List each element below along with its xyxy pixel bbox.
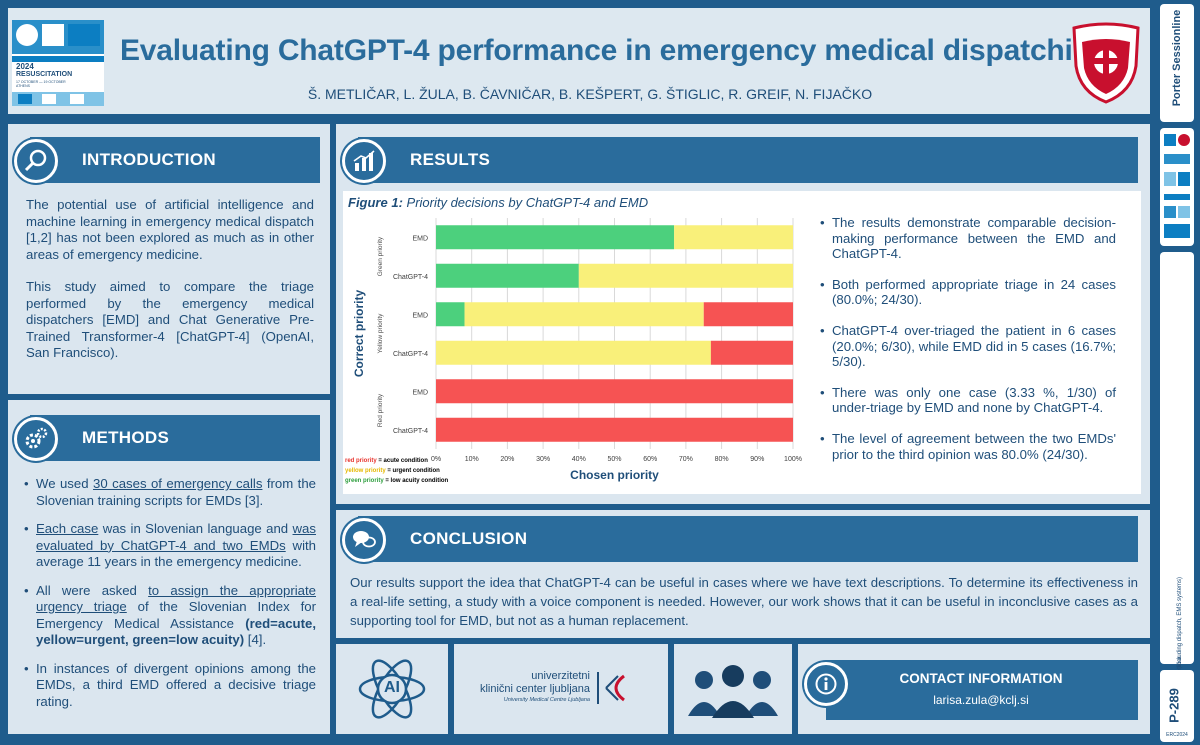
bar-segment-green <box>436 225 675 250</box>
results-list: The results demonstrate comparable decis… <box>820 215 1116 474</box>
congress-graphic-strip <box>1160 128 1194 246</box>
results-bullet-5: The level of agreement between the two E… <box>820 431 1116 462</box>
bar-segment-red <box>703 302 793 327</box>
group-label: Yellow priority <box>377 313 384 354</box>
logo-place: ATHENS <box>16 84 30 88</box>
x-tick-label: 90% <box>750 456 764 463</box>
ukc-sub: University Medical Centre Ljubljana <box>503 697 590 703</box>
bar-segment-yellow <box>436 340 711 365</box>
conference-id: ERC2024 <box>1166 732 1188 738</box>
bar-segment-green <box>436 263 579 288</box>
results-heading-bar: RESULTS <box>358 137 1138 183</box>
ukc-name-2: klinični center ljubljana <box>479 683 590 695</box>
conclusion-text: Our results support the idea that ChatGP… <box>350 575 1138 628</box>
poster-title: Evaluating ChatGPT-4 performance in emer… <box>120 34 1109 67</box>
contact-box <box>826 660 1138 720</box>
bar-segment-red <box>710 340 793 365</box>
group-label: Red priority <box>377 393 384 427</box>
methods-bullet-3: All were asked to assign the appropriate… <box>24 583 316 649</box>
info-icon <box>804 662 848 706</box>
poster-id-strip: P-289 ERC2024 <box>1160 670 1194 742</box>
ukc-name-1: univerzitetni <box>531 670 590 682</box>
category-label: EMD <box>412 235 428 242</box>
methods-heading-bar: METHODS <box>30 415 320 461</box>
contact-email[interactable]: larisa.zula@kclj.si <box>933 693 1029 707</box>
methods-heading: METHODS <box>82 428 170 447</box>
introduction-heading-bar: INTRODUCTION <box>30 137 320 183</box>
legend-entry: yellow priority = urgent condition <box>345 468 440 474</box>
x-axis-title: Chosen priority <box>570 468 659 482</box>
priority-chart: 0% 10% 20% 30% 40% 50% 60% 70% 80% 90% 100% EMD Chat… <box>345 218 802 484</box>
bar-segment-yellow <box>674 225 793 250</box>
introduction-heading: INTRODUCTION <box>82 150 216 169</box>
porter-brand-strip: Porter Sessionline <box>1160 4 1194 122</box>
logo-year: 2024 <box>16 62 34 71</box>
x-tick-label: 10% <box>465 456 479 463</box>
dispatch-service-shield-logo <box>1070 22 1142 104</box>
results-bullet-2: Both performed appropriate triage in 24 … <box>820 277 1116 308</box>
category-label: ChatGPT-4 <box>393 274 428 281</box>
group-label: Green priority <box>377 236 384 276</box>
ai-label: AI <box>384 679 400 696</box>
logo-name: RESUSCITATION <box>16 71 73 78</box>
results-bullet-1: The results demonstrate comparable decis… <box>820 215 1116 262</box>
category-label: EMD <box>412 312 428 319</box>
logo-dates: 17 OCTOBER — 19 OCTOBER <box>16 80 66 84</box>
team-panel <box>674 644 792 734</box>
bar-segment-red <box>436 379 793 404</box>
legend-entry: green priority = low acuity condition <box>345 478 449 484</box>
x-tick-label: 30% <box>536 456 550 463</box>
team-people-icon <box>686 658 780 725</box>
y-axis-title: Correct priority <box>352 290 366 378</box>
ukc-mark-icon <box>597 672 625 704</box>
conclusion-heading: CONCLUSION <box>410 529 528 548</box>
bar-segment-yellow <box>578 263 793 288</box>
figure-caption-text: Priority decisions by ChatGPT-4 and EMD <box>402 195 649 210</box>
results-bullet-4: There was only one case (3.33 %, 1/30) o… <box>820 385 1116 416</box>
magnifier-icon <box>14 139 58 183</box>
x-tick-label: 50% <box>607 456 621 463</box>
methods-bullet-1: We used 30 cases of emergency calls from… <box>24 476 316 509</box>
resuscitation-2024-logo: 2024 RESUSCITATION 17 OCTOBER — 19 OCTOB… <box>12 20 104 106</box>
poster-id: P-289 <box>1166 688 1182 723</box>
category-label: ChatGPT-4 <box>393 428 428 435</box>
x-tick-label: 70% <box>679 456 693 463</box>
title-panel: 2024 RESUSCITATION 17 OCTOBER — 19 OCTOB… <box>8 8 1150 114</box>
methods-list: We used 30 cases of emergency calls from… <box>24 476 316 722</box>
methods-bullet-4: In instances of divergent opinions among… <box>24 661 316 711</box>
gears-icon <box>14 417 58 461</box>
ukc-logo-panel <box>454 644 668 734</box>
bar-chart-icon <box>342 139 386 183</box>
results-bullet-3: ChatGPT-4 over-triaged the patient in 6 … <box>820 323 1116 370</box>
category-label: EMD <box>412 389 428 396</box>
x-tick-label: 80% <box>715 456 729 463</box>
legend-entry: red priority = acute condition <box>345 458 428 464</box>
figure-caption: Figure 1: Priority decisions by ChatGPT-… <box>348 195 648 210</box>
x-tick-label: 20% <box>500 456 514 463</box>
contact-heading: CONTACT INFORMATION <box>899 671 1063 686</box>
bar-segment-yellow <box>464 302 704 327</box>
figure-label: Figure 1: <box>348 195 403 210</box>
introduction-paragraph-2: This study aimed to compare the triage p… <box>26 279 314 360</box>
introduction-paragraph-1: The potential use of artificial intellig… <box>26 197 314 262</box>
bar-segment-green <box>436 302 465 327</box>
bar-segment-red <box>436 417 793 442</box>
session-info-strip: Resuscitation Systems (including dispatc… <box>1160 252 1194 731</box>
introduction-text: The potential use of artificial intellig… <box>26 197 314 362</box>
results-heading: RESULTS <box>410 150 491 169</box>
x-tick-label: 60% <box>643 456 657 463</box>
speech-bubbles-icon <box>342 518 386 562</box>
conclusion-heading-bar: CONCLUSION <box>358 516 1138 562</box>
authors: Š. METLIČAR, L. ŽULA, B. ČAVNIČAR, B. KE… <box>307 86 873 102</box>
porter-brand: Porter Sessionline <box>1171 9 1183 107</box>
ukc-logo: univerzitetni klinični center ljubljana … <box>474 668 656 710</box>
category-label: ChatGPT-4 <box>393 351 428 358</box>
x-tick-label: 40% <box>572 456 586 463</box>
ai-atom-icon <box>356 656 428 722</box>
x-tick-label: 100% <box>784 456 802 463</box>
x-tick-label: 0% <box>431 456 441 463</box>
methods-bullet-2: Each case was in Slovenian language and … <box>24 521 316 571</box>
